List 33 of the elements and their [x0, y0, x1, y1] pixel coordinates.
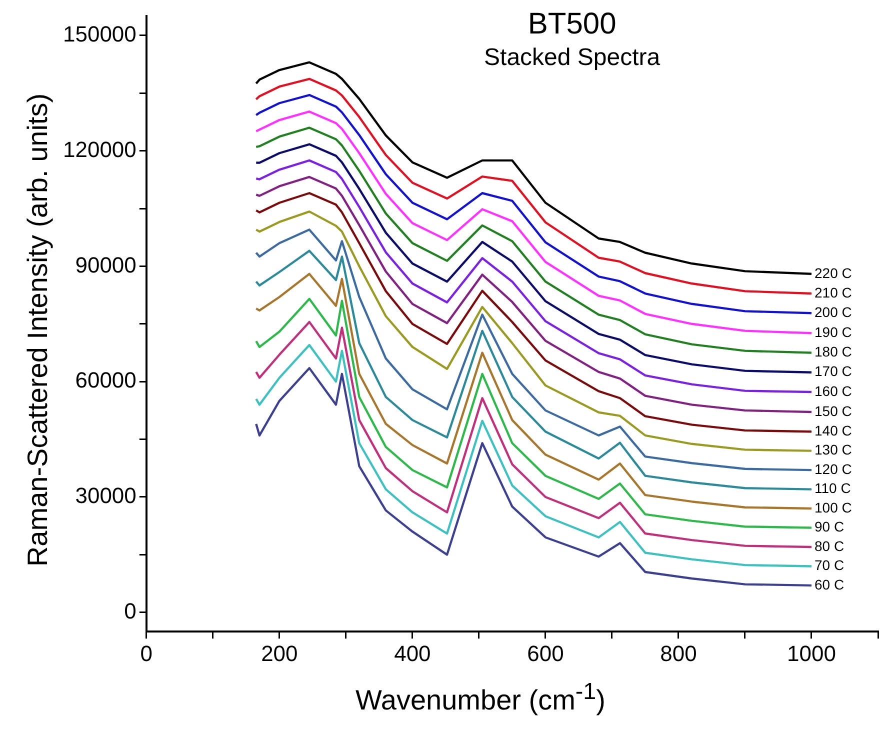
y-tick-label: 30000: [75, 483, 136, 508]
series-label: 110 C: [814, 480, 851, 496]
series-label: 80 C: [814, 538, 844, 554]
series-label: 60 C: [814, 576, 844, 592]
series-label: 190 C: [814, 324, 852, 340]
y-tick-label: 0: [124, 598, 136, 624]
x-tick-label: 0: [140, 640, 153, 666]
x-tick-label: 400: [394, 640, 431, 666]
series-label: 220 C: [814, 264, 852, 281]
series-label: 150 C: [814, 402, 852, 419]
series-label: 210 C: [814, 284, 852, 300]
series-label: 130 C: [814, 442, 852, 458]
series-label: 70 C: [814, 557, 844, 574]
x-tick-label: 800: [660, 640, 697, 666]
series-label: 120 C: [814, 460, 852, 477]
x-tick-label: 1000: [787, 640, 836, 666]
x-tick-label: 600: [527, 640, 564, 666]
series-label: 180 C: [814, 344, 852, 360]
x-tick-label: 200: [261, 640, 298, 666]
text: Stacked Spectra: [484, 44, 661, 71]
y-tick-label: 90000: [75, 252, 136, 278]
series-label: 140 C: [814, 422, 852, 438]
series-label: 170 C: [814, 363, 852, 380]
series-label: 200 C: [814, 304, 852, 320]
y-tick-label: 120000: [62, 136, 136, 162]
y-tick-label: 60000: [75, 368, 136, 393]
y-tick-label: 150000: [62, 21, 136, 46]
y-axis-title: Raman-Scattered Intensity (arb. units): [22, 93, 54, 567]
chart-title: BT500: [528, 7, 616, 40]
series-label: 100 C: [814, 499, 852, 516]
series-label: 160 C: [814, 382, 852, 399]
series-label: 90 C: [814, 518, 844, 535]
x-axis-title: Wavenumber (cm$^{-1}$): [354, 678, 606, 716]
